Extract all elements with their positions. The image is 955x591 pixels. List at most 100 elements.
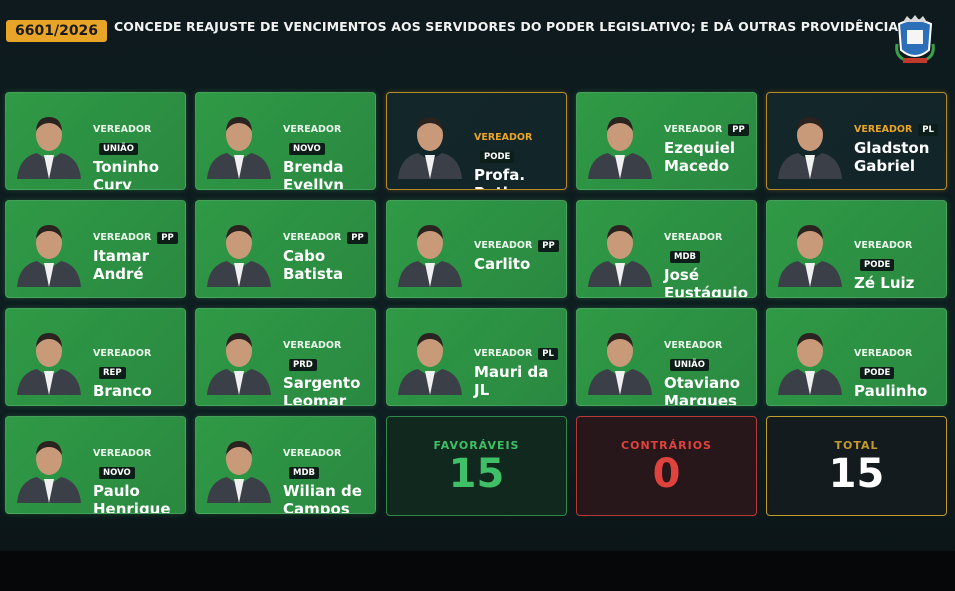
party-tag: PP (538, 240, 559, 252)
councilor-card: VEREADOR PL Mauri da JL (386, 308, 567, 406)
councilor-info: VEREADOR PRD Sargento Leomar (283, 333, 371, 406)
councilor-photo (17, 441, 81, 503)
councilor-info: VEREADOR PP Carlito (474, 233, 562, 273)
councilor-info: VEREADOR NOVO Paulo Henrique (93, 441, 181, 514)
councilor-name: Branco (93, 382, 181, 400)
councilor-photo (588, 225, 652, 287)
councilor-name: Toninho Cury (93, 158, 181, 189)
role-label: VEREADOR (283, 232, 342, 243)
summary-box: TOTAL 15 (766, 416, 947, 516)
councilor-card: VEREADOR PODE Profa. Beth (386, 92, 567, 190)
photo-frame (584, 105, 656, 179)
name-line: Paulo (93, 482, 140, 500)
role-label: VEREADOR (664, 124, 723, 135)
councilor-card: VEREADOR PP Cabo Batista (195, 200, 376, 298)
photo-frame (13, 105, 85, 179)
councilor-card: VEREADOR PP Carlito (386, 200, 567, 298)
summary-box: FAVORÁVEIS 15 (386, 416, 567, 516)
header: 6601/2026 CONCEDE REAJUSTE DE VENCIMENTO… (0, 8, 955, 80)
role-label: VEREADOR (664, 232, 723, 243)
party-tag: PODE (860, 367, 895, 379)
councilor-name: Ezequiel Macedo (664, 139, 752, 175)
photo-frame (774, 105, 846, 179)
party-tag: UNIÃO (99, 143, 138, 155)
role-label: VEREADOR (854, 348, 913, 359)
councilor-card: VEREADOR NOVO Brenda Evellyn (195, 92, 376, 190)
photo-frame (203, 429, 275, 503)
party-tag: PP (157, 232, 178, 244)
name-line: Wilian de (283, 482, 362, 500)
councilor-info: VEREADOR PP Ezequiel Macedo (664, 117, 752, 175)
name-line: Marques (664, 392, 737, 406)
name-line: Gabriel (854, 157, 916, 175)
councilor-name: Brenda Evellyn (283, 158, 371, 190)
councilor-name: Paulinho (854, 382, 942, 400)
name-line: Henrique (93, 500, 171, 514)
bill-title: CONCEDE REAJUSTE DE VENCIMENTOS AOS SERV… (114, 19, 913, 34)
name-line: José (664, 266, 699, 284)
councilor-card: VEREADOR PODE Paulinho (766, 308, 947, 406)
councilor-card: VEREADOR PODE Zé Luiz (766, 200, 947, 298)
summary-label: CONTRÁRIOS (621, 439, 712, 452)
councilor-name: Paulo Henrique (93, 482, 181, 514)
party-tag: PODE (480, 151, 515, 163)
name-line: Eustáquio (664, 284, 749, 298)
name-line: Evellyn (283, 176, 344, 190)
party-tag: PL (538, 348, 558, 360)
name-line: Gladston (854, 139, 930, 157)
councilor-photo (398, 117, 462, 179)
party-tag: PP (728, 124, 749, 136)
name-line: Mauri da JL (474, 363, 549, 399)
councilor-card: VEREADOR UNIÃO Toninho Cury (5, 92, 186, 190)
name-line: Branco (93, 382, 152, 400)
bill-number: 6601/2026 (6, 20, 108, 42)
councilor-info: VEREADOR PODE Profa. Beth (474, 125, 562, 189)
role-label: VEREADOR (283, 124, 342, 135)
party-tag: NOVO (289, 143, 325, 155)
council-grid: VEREADOR UNIÃO Toninho Cury VEREADOR NOVO Bren… (5, 92, 950, 516)
name-line: Toninho (93, 158, 160, 176)
party-tag: UNIÃO (670, 359, 709, 371)
councilor-info: VEREADOR UNIÃO Otaviano Marques (664, 333, 752, 406)
summary-value: 15 (448, 451, 505, 497)
party-tag: PRD (289, 359, 317, 371)
councilor-card: VEREADOR UNIÃO Otaviano Marques (576, 308, 757, 406)
councilor-photo (398, 225, 462, 287)
councilor-photo (17, 117, 81, 179)
party-tag: PL (918, 124, 938, 136)
councilor-name: Zé Luiz (854, 274, 942, 292)
name-line: Batista (283, 265, 344, 283)
councilor-info: VEREADOR NOVO Brenda Evellyn (283, 117, 371, 190)
councilor-photo (778, 333, 842, 395)
role-label: VEREADOR (854, 124, 913, 135)
councilor-name: Carlito (474, 255, 562, 273)
councilor-photo (207, 441, 271, 503)
name-line: Cabo (283, 247, 326, 265)
councilor-photo (778, 117, 842, 179)
councilor-name: Itamar André (93, 247, 181, 283)
role-label: VEREADOR (474, 132, 533, 143)
name-line: Leomar (283, 392, 347, 406)
role-label: VEREADOR (93, 124, 152, 135)
councilor-photo (207, 225, 271, 287)
photo-frame (394, 105, 466, 179)
councilor-info: VEREADOR REP Branco (93, 341, 181, 400)
party-tag: MDB (670, 251, 700, 263)
party-tag: MDB (289, 467, 319, 479)
councilor-photo (207, 117, 271, 179)
role-label: VEREADOR (93, 448, 152, 459)
summary-value: 15 (828, 451, 885, 497)
councilor-card: VEREADOR PP Ezequiel Macedo (576, 92, 757, 190)
role-label: VEREADOR (93, 232, 152, 243)
councilor-info: VEREADOR PODE Paulinho (854, 341, 942, 400)
role-label: VEREADOR (93, 348, 152, 359)
photo-frame (584, 213, 656, 287)
councilor-card: VEREADOR PP Itamar André (5, 200, 186, 298)
name-line: Carlito (474, 255, 531, 273)
councilor-photo (588, 117, 652, 179)
role-label: VEREADOR (664, 340, 723, 351)
name-line: Macedo (664, 157, 730, 175)
role-label: VEREADOR (474, 240, 533, 251)
photo-frame (394, 213, 466, 287)
